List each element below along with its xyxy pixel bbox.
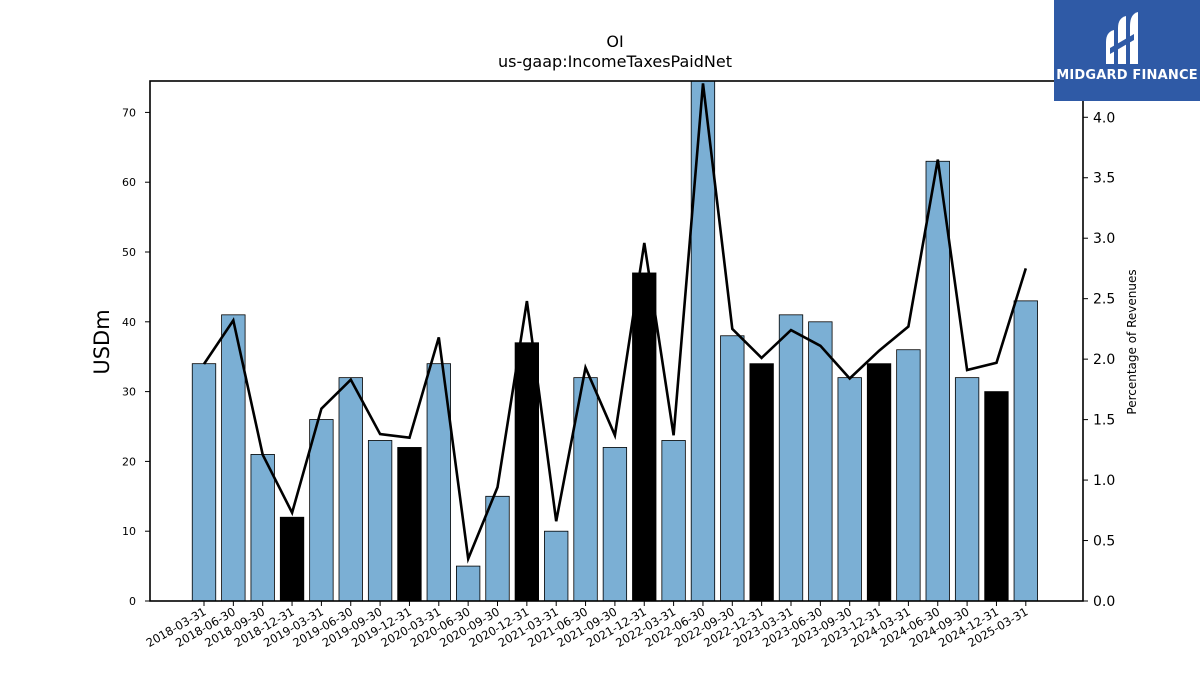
bar	[866, 363, 892, 602]
bar	[661, 440, 686, 602]
bar	[808, 321, 833, 602]
chart-title: OI	[606, 32, 624, 51]
bar	[778, 314, 804, 602]
line-series	[202, 83, 1028, 564]
bar	[984, 391, 1009, 602]
bar	[455, 565, 481, 602]
bar	[544, 530, 569, 602]
y2-tick-label: 0.5	[1093, 534, 1115, 550]
y-tick-label: 60	[122, 176, 136, 189]
series-line	[202, 83, 1028, 564]
bar	[485, 495, 510, 602]
y-tick-label: 20	[122, 455, 136, 468]
y-tick-label: 70	[122, 106, 136, 119]
brand-logo: MIDGARD FINANCE	[1054, 0, 1200, 101]
chart-subtitle: us-gaap:IncomeTaxesPaidNet	[498, 52, 732, 71]
bar	[896, 349, 921, 602]
bar	[837, 377, 862, 602]
y-tick-label: 30	[122, 386, 136, 399]
y2-tick-label: 1.0	[1093, 473, 1115, 489]
bar	[279, 516, 305, 602]
bar	[191, 363, 217, 602]
logo-name: MIDGARD FINANCE	[1056, 68, 1198, 83]
y2-tick-label: 2.0	[1093, 352, 1115, 368]
y2-tick-label: 2.5	[1093, 292, 1115, 308]
bar	[632, 272, 657, 602]
y-tick-label: 10	[122, 525, 136, 538]
y2-tick-label: 0.0	[1093, 594, 1115, 610]
bar	[602, 447, 628, 602]
bar	[954, 377, 980, 602]
bar	[1013, 300, 1038, 602]
x-axis: 2018-03-312018-06-302018-09-302018-12-31…	[144, 601, 1030, 650]
bar	[397, 447, 422, 602]
right-axis: 0.0 0.5 1.0 1.5 2.0 2.5 3.0 3.5 4.0	[1083, 110, 1115, 610]
y2-axis-label: Percentage of Revenues	[1125, 269, 1139, 414]
bar	[250, 454, 275, 602]
y2-tick-label: 1.5	[1093, 413, 1115, 429]
y-tick-label: 0	[129, 595, 136, 608]
bar	[309, 419, 334, 602]
plot-frame	[149, 80, 1084, 602]
left-axis: 0 10 20 30 40 50 60 70	[122, 106, 150, 608]
y2-tick-label: 4.0	[1093, 110, 1115, 126]
bar	[367, 440, 393, 602]
bar	[338, 377, 363, 602]
logo-mark-icon	[1106, 12, 1138, 64]
y-tick-label: 40	[122, 316, 136, 329]
bar	[720, 335, 745, 602]
y2-tick-label: 3.5	[1093, 171, 1115, 187]
bar-series	[191, 80, 1038, 602]
y-axis-label: USDm	[90, 309, 114, 374]
y2-tick-label: 3.0	[1093, 231, 1115, 247]
y-tick-label: 50	[122, 246, 136, 259]
bar	[749, 363, 774, 602]
bar	[514, 342, 539, 602]
